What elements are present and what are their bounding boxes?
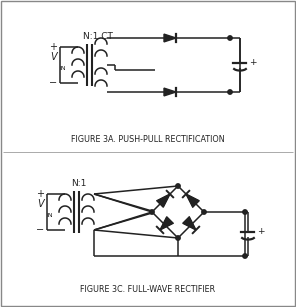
- Polygon shape: [164, 34, 176, 42]
- Text: +: +: [36, 189, 44, 199]
- Text: +: +: [49, 42, 57, 52]
- Circle shape: [176, 236, 180, 240]
- Text: IN: IN: [59, 66, 66, 71]
- Text: −: −: [36, 225, 44, 235]
- Circle shape: [228, 90, 232, 94]
- Circle shape: [176, 184, 180, 188]
- Text: −: −: [49, 78, 57, 88]
- Circle shape: [243, 210, 247, 214]
- Text: N:1 CT: N:1 CT: [83, 32, 112, 41]
- Polygon shape: [160, 217, 173, 230]
- Text: IN: IN: [46, 213, 53, 218]
- Circle shape: [228, 36, 232, 40]
- Text: V: V: [37, 199, 44, 209]
- Circle shape: [202, 210, 206, 214]
- Text: +: +: [257, 227, 265, 235]
- Text: FIGURE 3A. PUSH-PULL RECTIFICATION: FIGURE 3A. PUSH-PULL RECTIFICATION: [71, 134, 225, 143]
- Text: V: V: [50, 52, 57, 62]
- Polygon shape: [183, 217, 196, 230]
- Polygon shape: [157, 194, 170, 207]
- Polygon shape: [186, 194, 199, 207]
- Polygon shape: [164, 88, 176, 96]
- Text: N:1: N:1: [71, 179, 86, 188]
- Text: +: +: [249, 57, 257, 67]
- Text: FIGURE 3C. FULL-WAVE RECTIFIER: FIGURE 3C. FULL-WAVE RECTIFIER: [81, 285, 215, 293]
- Circle shape: [243, 254, 247, 258]
- Circle shape: [150, 210, 154, 214]
